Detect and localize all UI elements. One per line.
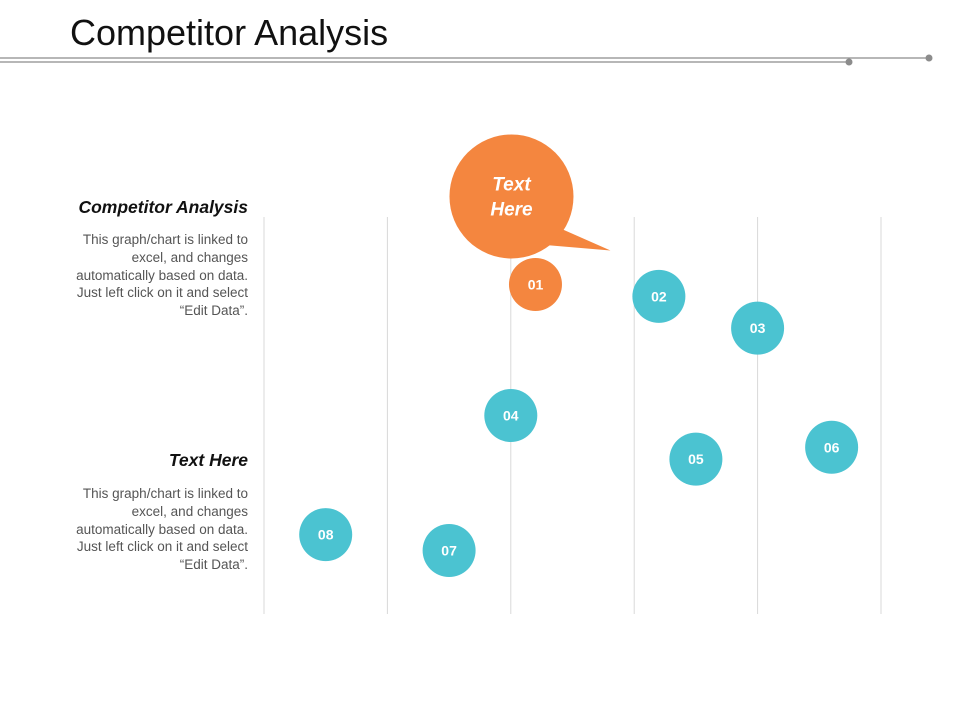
data-point-marker (731, 301, 785, 355)
sidebar-heading-2: Text Here (168, 450, 248, 470)
sidebar-heading-1: Competitor Analysis (78, 197, 248, 217)
callout-text: Text Here (490, 174, 533, 220)
title-underline (0, 54, 933, 66)
data-point-marker (805, 420, 859, 474)
data-point-label: 05 (688, 451, 704, 467)
data-point-08: 08 (299, 508, 353, 562)
callout-circle (449, 134, 574, 259)
callout-bubble: Text Here (449, 134, 611, 259)
data-point-01: 01 (508, 257, 562, 311)
sidebar-body-1: This graph/chart is linked to excel, and… (76, 232, 248, 319)
title-rule-dot (925, 54, 933, 62)
gridlines (263, 217, 882, 614)
data-point-03: 03 (731, 301, 785, 355)
data-point-marker (632, 269, 686, 323)
data-point-05: 05 (669, 432, 723, 486)
data-point-label: 08 (318, 527, 334, 543)
data-point-marker (508, 257, 562, 311)
data-points: 01 02 03 04 05 06 07 08 (299, 257, 859, 577)
data-point-04: 04 (484, 389, 538, 442)
sidebar-body-2: This graph/chart is linked to excel, and… (76, 486, 248, 573)
callout-group: Text Here (449, 134, 611, 259)
data-point-label: 03 (750, 320, 766, 336)
data-point-marker (669, 432, 723, 486)
data-point-label: 01 (528, 276, 544, 292)
data-point-label: 02 (651, 288, 667, 304)
data-point-marker (299, 508, 353, 562)
data-point-07: 07 (422, 523, 476, 577)
data-point-label: 04 (503, 408, 519, 424)
data-point-06: 06 (805, 420, 859, 474)
title-rule-dot (845, 58, 853, 66)
data-point-marker (422, 523, 476, 577)
data-point-02: 02 (632, 269, 686, 323)
data-point-label: 06 (824, 439, 840, 455)
data-point-label: 07 (441, 542, 457, 558)
data-point-marker (484, 389, 538, 442)
page-title: Competitor Analysis (70, 12, 389, 53)
